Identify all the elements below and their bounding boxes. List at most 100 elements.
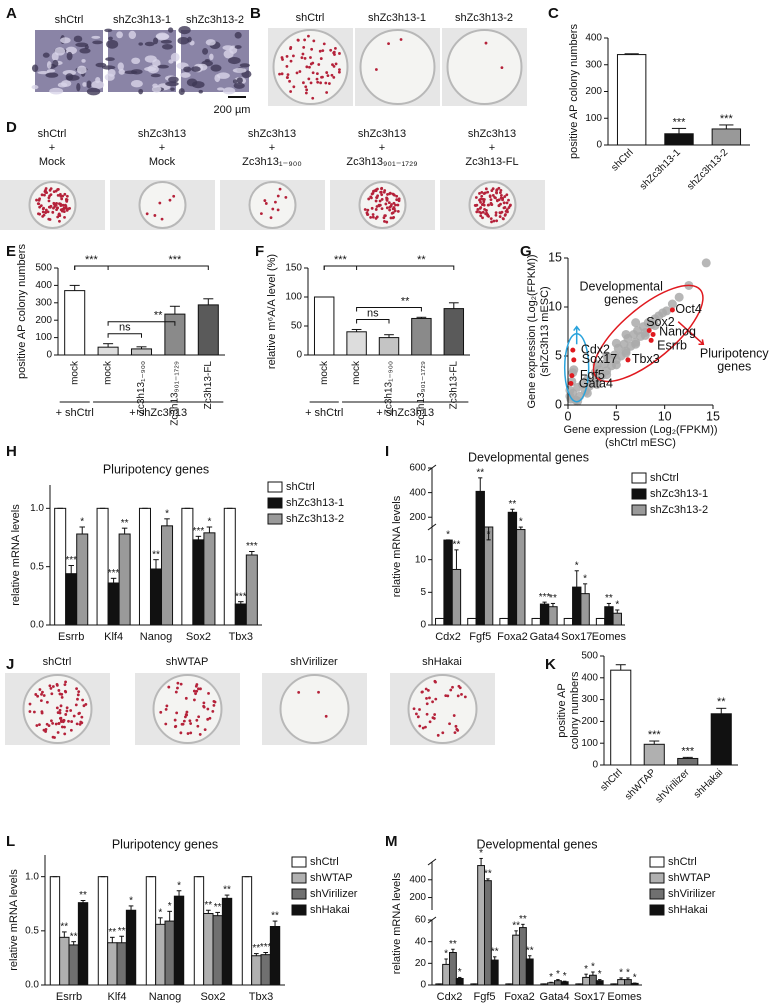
cell xyxy=(49,87,64,95)
colony xyxy=(389,216,393,220)
colony xyxy=(196,724,200,728)
colony xyxy=(62,206,66,210)
colony xyxy=(424,725,427,729)
colony xyxy=(280,72,284,76)
colony xyxy=(184,713,188,716)
colony xyxy=(425,712,429,716)
cell xyxy=(178,25,191,35)
colony xyxy=(370,206,374,210)
bar xyxy=(223,507,236,626)
point xyxy=(701,258,711,268)
x-tick-label: Cdx2 xyxy=(435,631,461,643)
cell xyxy=(191,66,201,72)
point xyxy=(602,370,612,380)
x-tick-label: Sox17 xyxy=(574,991,605,1003)
colony xyxy=(276,208,280,212)
colony xyxy=(48,205,52,209)
significance: * xyxy=(487,530,491,541)
colony xyxy=(393,209,397,213)
significance: * xyxy=(519,517,523,528)
colony xyxy=(487,214,490,218)
colony xyxy=(387,42,390,46)
significance: * xyxy=(549,972,553,983)
x-tick-label: mock xyxy=(319,360,330,385)
colony xyxy=(49,686,53,690)
colony xyxy=(308,65,311,69)
significance: ** xyxy=(121,518,129,529)
significance: ** xyxy=(453,540,461,551)
cell xyxy=(161,43,173,50)
x-tick-label: Klf4 xyxy=(104,631,123,643)
x-tick-label: Fgf5 xyxy=(473,991,495,1003)
bar xyxy=(449,952,457,986)
legend-swatch xyxy=(649,904,665,916)
colony xyxy=(451,685,454,689)
colony xyxy=(302,81,305,85)
colony xyxy=(311,71,315,75)
significance: ** xyxy=(60,922,68,933)
colony xyxy=(57,689,61,692)
bracket xyxy=(356,306,422,312)
colony xyxy=(259,212,263,216)
x-tick-label: 10 xyxy=(658,409,672,423)
bar xyxy=(241,876,253,986)
colony xyxy=(395,194,399,198)
y-tick-label: 0 xyxy=(46,350,52,361)
image-label: shCtrl xyxy=(296,12,325,24)
colony xyxy=(34,693,38,696)
colony xyxy=(505,193,509,197)
colony xyxy=(318,49,322,53)
y-tick-label: 300 xyxy=(585,59,602,70)
bar xyxy=(595,617,606,626)
colony xyxy=(380,207,384,211)
colony xyxy=(390,203,393,206)
colony xyxy=(63,689,67,693)
colony xyxy=(69,728,73,732)
gene-point xyxy=(570,347,576,353)
colony xyxy=(482,192,486,195)
bar xyxy=(467,617,477,626)
significance: *** xyxy=(648,729,662,741)
colony xyxy=(65,194,69,198)
colony xyxy=(63,215,66,219)
bar xyxy=(155,923,166,986)
y-tick-label: 400 xyxy=(409,487,426,498)
x-tick-label: mock xyxy=(351,360,362,385)
y-tick-label: 0 xyxy=(420,620,426,631)
colony xyxy=(298,70,302,73)
colony xyxy=(54,722,58,726)
group-label: + shCtrl xyxy=(56,407,94,419)
colony xyxy=(371,213,375,216)
colony xyxy=(311,61,315,65)
colony xyxy=(391,211,395,215)
y-tick-label: 200 xyxy=(585,86,602,97)
colony xyxy=(292,54,295,58)
colony xyxy=(388,192,392,196)
cell xyxy=(46,69,56,73)
colony xyxy=(309,56,312,59)
cell xyxy=(76,82,81,92)
image-label: shZc3h13-1 xyxy=(368,12,426,24)
bar xyxy=(181,507,194,626)
arrow xyxy=(677,321,705,345)
colony xyxy=(79,720,83,724)
colony xyxy=(49,187,53,191)
colony xyxy=(383,219,386,223)
colony xyxy=(488,195,492,199)
colony xyxy=(60,197,64,201)
image-label: shCtrl xyxy=(38,128,67,140)
significance: ** xyxy=(449,939,457,950)
bar xyxy=(612,612,622,626)
colony xyxy=(172,194,176,198)
y-tick-label: 0 xyxy=(296,350,302,361)
colony xyxy=(480,190,484,194)
y-tick-label: 150 xyxy=(285,263,302,274)
colony xyxy=(444,694,448,698)
colony xyxy=(492,219,496,223)
panel-letter: E xyxy=(6,243,16,260)
colony xyxy=(208,716,212,720)
legend-label: shWTAP xyxy=(668,872,711,884)
colony xyxy=(337,70,341,74)
cell xyxy=(222,87,236,95)
colony xyxy=(385,220,389,224)
